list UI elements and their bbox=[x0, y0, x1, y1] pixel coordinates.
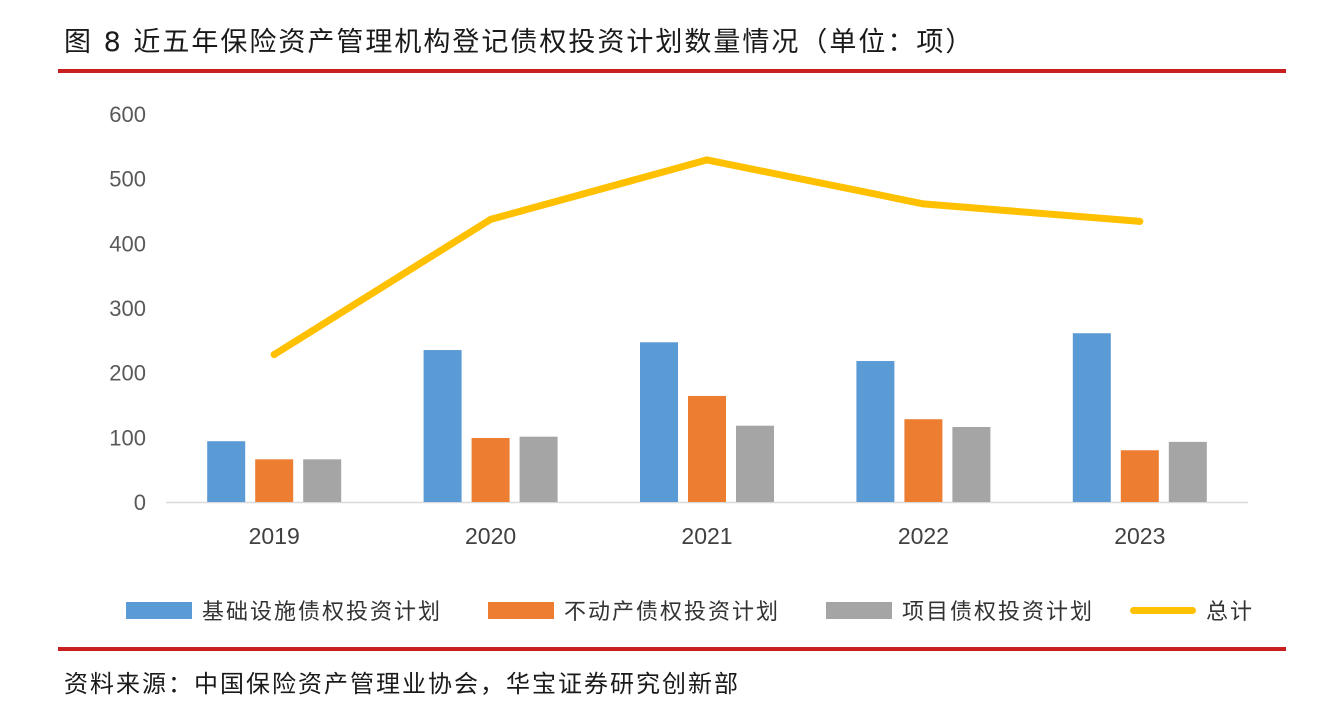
legend-item-total: 总计 bbox=[1130, 595, 1254, 625]
bar-2-2020 bbox=[519, 436, 558, 502]
bar-1-2021 bbox=[688, 395, 726, 502]
legend-swatch-infrastructure bbox=[126, 601, 192, 619]
bar-0-2020 bbox=[423, 350, 462, 502]
chart-title: 图 8 近五年保险资产管理机构登记债权投资计划数量情况（单位：项） bbox=[64, 27, 975, 58]
chart-area: 0 100 200 300 400 500 600 2019 2020 2021 2022 2023 bbox=[109, 102, 1248, 549]
legend-item-real-estate: 不动产债权投资计划 bbox=[488, 595, 780, 625]
x-tick-label: 2020 bbox=[465, 523, 516, 549]
legend-item-infrastructure: 基础设施债权投资计划 bbox=[126, 595, 442, 625]
y-tick-label: 200 bbox=[109, 361, 146, 386]
source-note: 资料来源：中国保险资产管理业协会，华宝证券研究创新部 bbox=[64, 670, 740, 698]
bar-0-2021 bbox=[640, 342, 678, 502]
bar-1-2022 bbox=[904, 419, 943, 502]
top-divider bbox=[58, 69, 1286, 73]
bar-2-2022 bbox=[952, 426, 991, 502]
y-tick-label: 600 bbox=[109, 102, 146, 127]
x-tick-label: 2021 bbox=[681, 523, 732, 549]
y-tick-label: 0 bbox=[134, 490, 146, 515]
total-point-2020 bbox=[487, 215, 495, 223]
legend: 基础设施债权投资计划 不动产债权投资计划 项目债权投资计划 总计 bbox=[0, 595, 1327, 625]
y-tick-label: 500 bbox=[109, 167, 146, 192]
total-point-2023 bbox=[1136, 217, 1144, 225]
bar-0-2019 bbox=[207, 441, 246, 502]
bar-1-2023 bbox=[1120, 450, 1159, 502]
legend-swatch-project bbox=[826, 601, 892, 619]
bar-2-2019 bbox=[303, 459, 342, 502]
bar-0-2023 bbox=[1072, 333, 1111, 502]
bar-1-2019 bbox=[255, 459, 294, 502]
bottom-divider bbox=[58, 647, 1286, 651]
bar-2-2021 bbox=[736, 425, 774, 502]
y-tick-label: 400 bbox=[109, 231, 146, 256]
total-point-2021 bbox=[703, 156, 711, 164]
bar-2-2023 bbox=[1168, 441, 1207, 502]
x-tick-label: 2019 bbox=[249, 523, 300, 549]
legend-label-project: 项目债权投资计划 bbox=[902, 600, 1095, 625]
total-point-2022 bbox=[919, 200, 927, 208]
y-tick-label: 300 bbox=[109, 296, 146, 321]
bar-0-2022 bbox=[856, 361, 895, 502]
x-tick-label: 2022 bbox=[898, 523, 949, 549]
legend-label-real-estate: 不动产债权投资计划 bbox=[564, 600, 781, 625]
total-point-2019 bbox=[270, 351, 278, 359]
legend-item-project: 项目债权投资计划 bbox=[826, 595, 1094, 625]
total-line bbox=[270, 156, 1144, 359]
legend-label-total: 总计 bbox=[1206, 600, 1255, 625]
bar-1-2020 bbox=[471, 437, 510, 502]
legend-swatch-total bbox=[1130, 606, 1196, 614]
x-tick-label: 2023 bbox=[1114, 523, 1165, 549]
y-tick-label: 100 bbox=[109, 425, 146, 450]
legend-label-infrastructure: 基础设施债权投资计划 bbox=[202, 600, 443, 625]
legend-swatch-real-estate bbox=[488, 601, 554, 619]
